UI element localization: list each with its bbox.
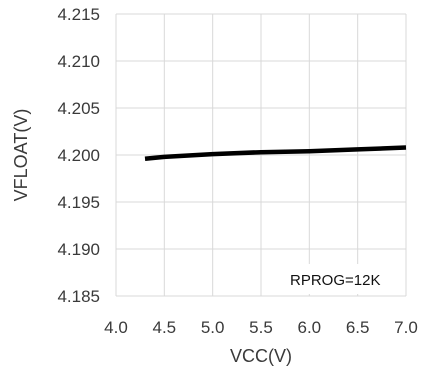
y-axis-title: VFLOAT(V) — [11, 109, 31, 202]
y-tick-label: 4.205 — [57, 99, 100, 118]
x-tick-label: 4.0 — [104, 318, 128, 337]
y-tick-label: 4.190 — [57, 240, 100, 259]
x-tick-label: 6.0 — [298, 318, 322, 337]
x-tick-labels: 4.0 4.5 5.0 5.5 6.0 6.5 7.0 — [104, 318, 418, 337]
y-tick-label: 4.195 — [57, 193, 100, 212]
annotation-label: RPROG=12K — [290, 272, 380, 289]
y-tick-label: 4.185 — [57, 287, 100, 306]
x-tick-label: 6.5 — [346, 318, 370, 337]
series-layer — [144, 145, 407, 162]
gridlines — [115, 13, 407, 297]
x-tick-label: 4.5 — [153, 318, 177, 337]
y-tick-label: 4.215 — [57, 5, 100, 24]
x-axis-title: VCC(V) — [230, 346, 292, 366]
x-tick-label: 5.5 — [249, 318, 273, 337]
x-tick-label: 5.0 — [201, 318, 225, 337]
annotation-box — [284, 264, 397, 294]
x-tick-label: 7.0 — [394, 318, 418, 337]
y-tick-labels: 4.215 4.210 4.205 4.200 4.195 4.190 4.185 — [57, 5, 100, 306]
series-line — [144, 145, 407, 162]
y-tick-label: 4.200 — [57, 146, 100, 165]
y-tick-label: 4.210 — [57, 52, 100, 71]
